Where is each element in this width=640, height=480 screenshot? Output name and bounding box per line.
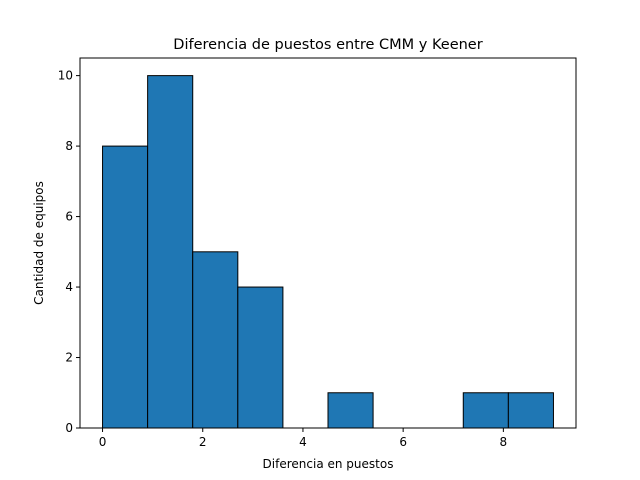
x-tick-label: 4 bbox=[299, 435, 307, 449]
plot-frame bbox=[79, 57, 577, 429]
x-tick-label: 6 bbox=[399, 435, 407, 449]
y-tick-label: 6 bbox=[65, 210, 73, 224]
chart-title: Diferencia de puestos entre CMM y Keener bbox=[173, 37, 482, 53]
y-tick-label: 4 bbox=[65, 280, 73, 294]
x-tick-label: 2 bbox=[199, 435, 207, 449]
y-tick-label: 0 bbox=[65, 421, 73, 435]
y-axis-ticks: 0 2 4 6 8 10 bbox=[58, 69, 80, 435]
histogram-bar bbox=[327, 392, 374, 429]
y-tick-label: 8 bbox=[65, 139, 73, 153]
x-axis-ticks: 0 2 4 6 8 bbox=[99, 428, 507, 449]
histogram-bar bbox=[192, 251, 239, 429]
x-axis-label: Diferencia en puestos bbox=[263, 457, 394, 471]
bars-group bbox=[102, 75, 554, 429]
histogram-bar bbox=[507, 392, 554, 429]
histogram-bar bbox=[462, 392, 509, 429]
y-tick-label: 10 bbox=[58, 69, 73, 83]
x-tick-label: 8 bbox=[500, 435, 508, 449]
y-tick-label: 2 bbox=[65, 351, 73, 365]
y-axis-label: Cantidad de equipos bbox=[32, 181, 46, 305]
histogram-bar bbox=[237, 286, 284, 429]
histogram-bar bbox=[147, 75, 194, 429]
x-tick-label: 0 bbox=[99, 435, 107, 449]
histogram-bar bbox=[102, 145, 149, 429]
